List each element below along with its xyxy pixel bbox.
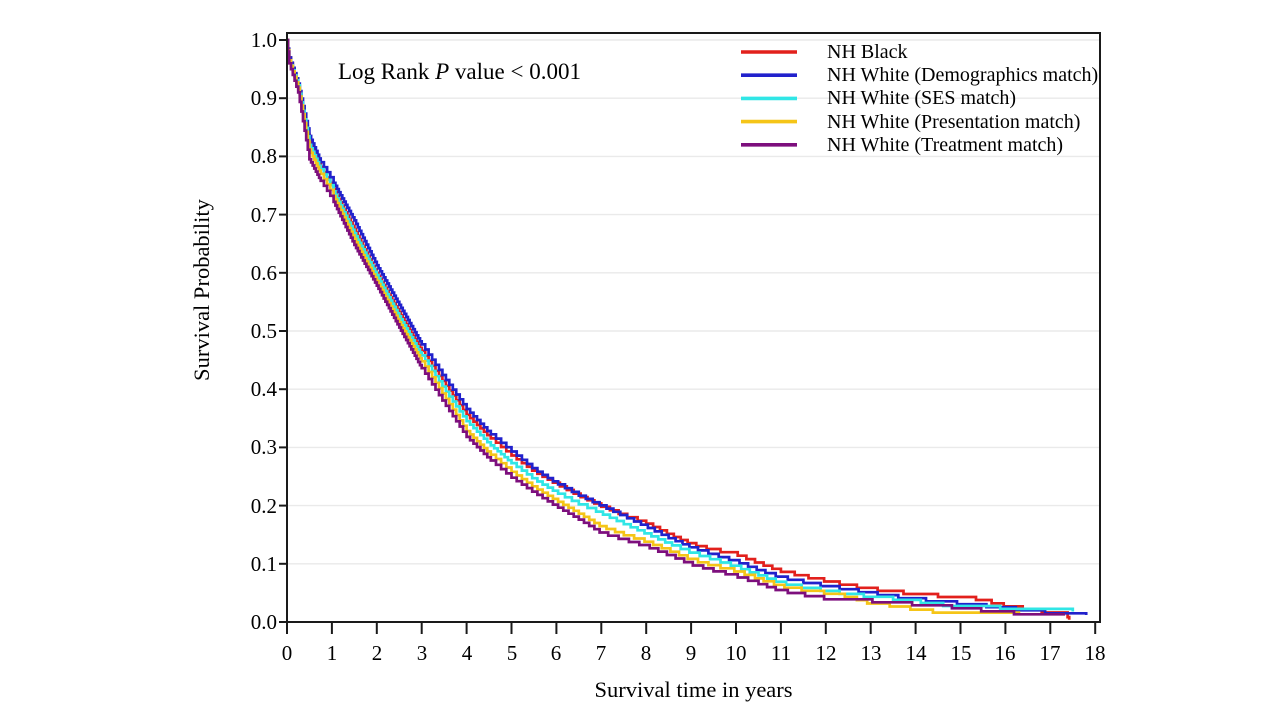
legend-label: NH White (SES match) [827,87,1017,109]
x-tick-label: 9 [685,641,697,665]
x-tick-label: 15 [950,641,972,665]
x-tick-label: 14 [905,641,927,665]
survival-curve-nh-white-ses-match [286,38,1075,612]
x-tick-label: 17 [1039,641,1061,665]
y-tick-label: 0.7 [250,203,277,227]
annotation-italic-p: P [435,59,450,84]
legend-swatches [741,50,797,147]
x-axis-ticks [286,622,1097,634]
x-tick-label: 7 [595,641,607,665]
pvalue-annotation: Log Rank P value < 0.001 [338,58,581,86]
x-tick-label: 16 [994,641,1016,665]
gridlines [288,39,1099,565]
x-tick-label: 8 [640,641,652,665]
x-tick-label: 18 [1084,641,1106,665]
x-tick-label: 12 [815,641,837,665]
survival-curve-nh-white-treatment-match [286,38,1066,616]
y-tick-label: 0.6 [250,261,277,285]
y-axis-title: Survival Probability [189,199,214,381]
annotation-prefix: Log Rank [338,59,436,84]
x-tick-label: 4 [461,641,473,665]
legend-label: NH Black [827,41,908,63]
y-tick-label: 0.2 [250,494,277,518]
y-tick-label: 0.5 [250,319,277,343]
x-axis-title: Survival time in years [594,677,793,702]
y-tick-label: 0.9 [250,86,277,110]
legend-label: NH White (Presentation match) [827,111,1081,133]
y-tick-label: 0.0 [250,610,277,634]
x-tick-label: 10 [725,641,747,665]
plot-area-border [286,32,1101,623]
survival-curves [286,38,1088,620]
y-tick-label: 0.4 [250,377,277,401]
x-tick-label: 3 [416,641,428,665]
y-tick-label: 0.3 [250,435,277,459]
y-tick-label: 0.8 [250,144,277,168]
legend-label: NH White (Demographics match) [827,64,1099,86]
legend-label: NH White (Treatment match) [827,134,1064,156]
x-tick-label: 2 [371,641,383,665]
x-tick-label: 11 [770,641,792,665]
survival-curve-nh-white-demographics-match [286,38,1088,615]
x-tick-label: 0 [281,641,293,665]
annotation-suffix: value < 0.001 [449,59,581,84]
y-tick-label: 1.0 [250,28,277,52]
x-tick-label: 1 [326,641,338,665]
y-tick-label: 0.1 [250,552,277,576]
x-tick-label: 13 [860,641,882,665]
y-axis-ticks [279,39,287,623]
x-tick-label: 5 [506,641,518,665]
x-tick-label: 6 [550,641,562,665]
